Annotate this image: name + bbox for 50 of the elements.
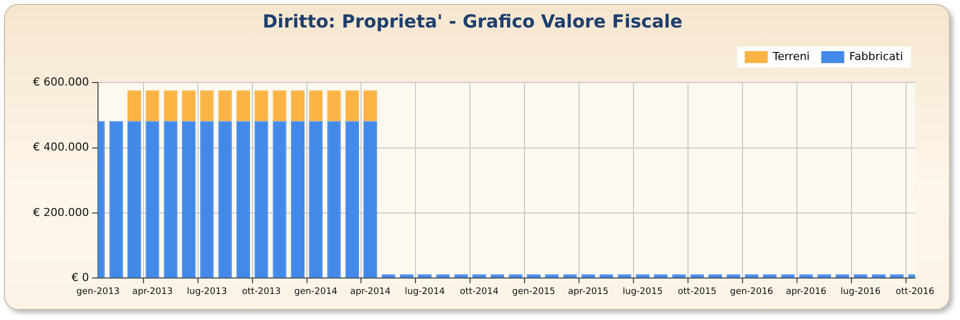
- x-tick-label: ott-2016: [896, 286, 935, 297]
- bar: [364, 121, 378, 278]
- legend-label: Fabbricati: [849, 50, 904, 63]
- x-tick-label: apr-2013: [132, 286, 173, 297]
- bar: [290, 121, 305, 278]
- bar: [309, 121, 323, 278]
- y-tick-label: € 400.000: [33, 140, 89, 154]
- x-tick-label: lug-2016: [840, 286, 881, 297]
- bar: [236, 121, 250, 278]
- bar: [182, 121, 196, 278]
- y-tick-label: € 0: [71, 271, 89, 284]
- bar: [272, 90, 286, 122]
- x-tick-label: gen-2016: [730, 286, 774, 297]
- bar: [164, 90, 178, 122]
- bar: [146, 121, 160, 278]
- bar: [164, 121, 178, 278]
- chart-title: Diritto: Proprieta' - Grafico Valore Fiscale: [262, 11, 682, 32]
- bar: [109, 121, 123, 278]
- bar: [254, 90, 268, 122]
- bar: [327, 121, 341, 278]
- bar: [200, 90, 214, 122]
- x-tick-label: apr-2015: [568, 286, 608, 297]
- bar: [309, 90, 323, 122]
- bar: [290, 90, 305, 122]
- x-tick-label: gen-2013: [76, 286, 120, 297]
- legend-label: Terreni: [772, 50, 810, 63]
- bar: [218, 121, 232, 278]
- bar: [345, 90, 359, 122]
- bar: [146, 90, 160, 122]
- bar: [272, 121, 286, 278]
- bar: [236, 90, 250, 122]
- y-tick-label: € 600.000: [33, 75, 89, 88]
- bar: [345, 121, 359, 278]
- x-tick-label: ott-2013: [242, 286, 281, 297]
- y-tick-label: € 200.000: [33, 206, 89, 219]
- bar: [182, 90, 196, 122]
- bar: [364, 90, 378, 122]
- x-tick-label: apr-2016: [786, 286, 827, 297]
- x-tick-label: gen-2015: [512, 286, 556, 297]
- x-tick-label: gen-2014: [294, 286, 338, 297]
- bar: [218, 90, 232, 122]
- x-tick-label: apr-2014: [350, 286, 391, 297]
- x-tick-label: ott-2015: [678, 286, 716, 297]
- bar: [327, 90, 341, 122]
- x-tick-label: lug-2014: [404, 286, 446, 297]
- x-tick-label: ott-2014: [460, 286, 499, 297]
- bar: [200, 121, 214, 278]
- x-tick-label: lug-2015: [622, 286, 663, 297]
- bar: [254, 121, 268, 278]
- x-tick-label: lug-2013: [186, 286, 227, 297]
